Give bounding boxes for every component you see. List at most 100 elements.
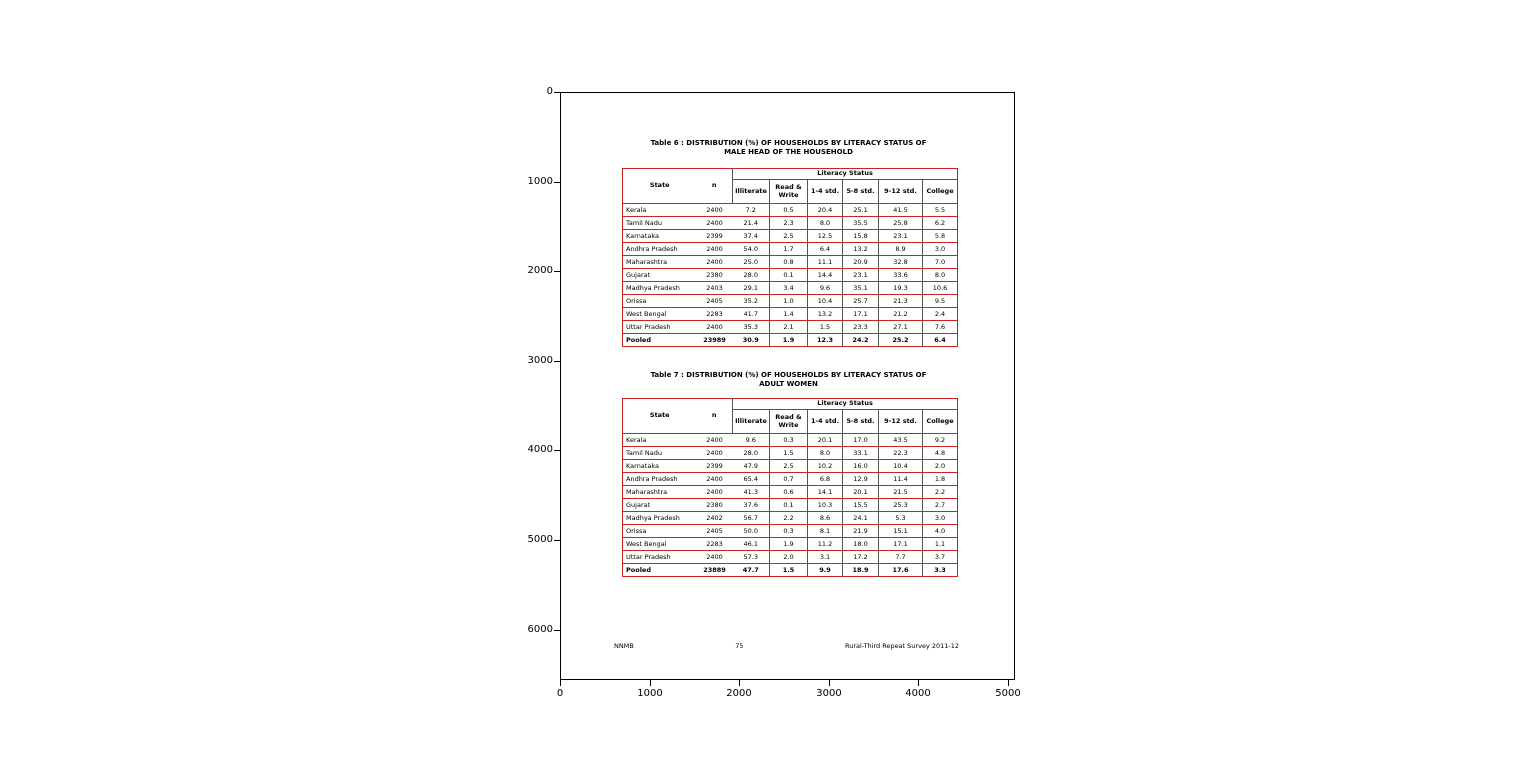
- value-cell: 9.5: [921, 294, 958, 308]
- table-row: Gujarat 2380 28.0 0.1 14.4 23.1 33.6 8.0: [622, 268, 958, 282]
- n-column-header: n: [696, 398, 733, 434]
- value-cell: 30.9: [742, 335, 759, 344]
- value-cell: 2.0: [769, 550, 808, 564]
- column-header: 9-12 std.: [878, 179, 923, 204]
- value-cell: 21.2: [878, 307, 923, 321]
- value-cell: 46.1: [732, 537, 770, 551]
- value-cell: 1.8: [921, 472, 958, 486]
- value-cell: 25.0: [732, 255, 770, 269]
- value-cell: 35.3: [732, 320, 770, 334]
- value-cell: 35.5: [842, 216, 879, 230]
- value-cell: 0.3: [769, 524, 808, 538]
- value-cell: 21.9: [842, 524, 879, 538]
- y-tick-mark: [554, 361, 560, 362]
- value-cell: 14.1: [807, 485, 843, 499]
- value-cell: 0.8: [769, 255, 808, 269]
- value-cell: 25.2: [878, 333, 923, 347]
- value-cell: 1.5: [769, 446, 808, 460]
- table-row: Andhra Pradesh 2400 65.4 0.7 6.8 12.9 11.4 1.8: [622, 472, 958, 486]
- state-cell: Andhra Pradesh: [622, 242, 697, 256]
- table-row: Uttar Pradesh 2400 35.3 2.1 1.5 23.3 27.1 7.6: [622, 320, 958, 334]
- state-column-header: State: [622, 168, 697, 204]
- value-cell: 47.9: [732, 459, 770, 473]
- value-cell: 2399: [696, 459, 733, 473]
- value-cell: 4.8: [921, 446, 958, 460]
- table-row: Karnataka 2399 47.9 2.5 10.2 16.0 10.4 2.0: [622, 459, 958, 473]
- table-row: Tamil Nadu 2400 28.0 1.5 8.0 33.1 22.3 4.8: [622, 446, 958, 460]
- value-cell: 19.3: [878, 281, 923, 295]
- value-cell: 11.4: [878, 472, 923, 486]
- value-cell: 0.3: [769, 433, 808, 447]
- state-cell: Karnataka: [622, 459, 697, 473]
- value-cell: 5.8: [921, 229, 958, 243]
- value-cell: 18.9: [842, 563, 879, 577]
- column-header: 9-12 std.: [878, 409, 923, 434]
- x-tick-label-2: 2000: [726, 688, 752, 699]
- value-cell: 2400: [696, 446, 733, 460]
- value-cell: 8.0: [807, 446, 843, 460]
- y-tick-label-5: 5000: [527, 534, 553, 545]
- value-cell: 23889: [703, 565, 726, 574]
- table6-title: Table 6 : DISTRIBUTION (%) OF HOUSEHOLDS…: [561, 139, 1016, 157]
- table7-title: Table 7 : DISTRIBUTION (%) OF HOUSEHOLDS…: [561, 371, 1016, 389]
- value-cell: 2400: [696, 216, 733, 230]
- state-cell: Madhya Pradesh: [622, 281, 697, 295]
- value-cell: 6.8: [807, 472, 843, 486]
- state-cell: West Bengal: [622, 307, 697, 321]
- value-cell: 56.7: [732, 511, 770, 525]
- value-cell: 2.7: [921, 498, 958, 512]
- state-cell: Pooled: [626, 565, 651, 574]
- table-row: Uttar Pradesh 2400 57.3 2.0 3.1 17.2 7.7 3.7: [622, 550, 958, 564]
- value-cell: 10.6: [921, 281, 958, 295]
- state-cell: Kerala: [622, 433, 697, 447]
- value-cell: 24.1: [842, 511, 879, 525]
- value-cell: 8.0: [807, 216, 843, 230]
- table7-title-line2: ADULT WOMEN: [759, 380, 818, 388]
- x-tick-label-4: 4000: [905, 688, 931, 699]
- table-row: West Bengal 2283 46.1 1.9 11.2 18.0 17.1 1.1: [622, 537, 958, 551]
- value-cell: 3.4: [769, 281, 808, 295]
- value-cell: 1.9: [769, 537, 808, 551]
- value-cell: 8.6: [807, 511, 843, 525]
- y-tick-mark: [554, 450, 560, 451]
- value-cell: 2.4: [921, 307, 958, 321]
- column-header: 5-8 std.: [842, 179, 879, 204]
- value-cell: 12.5: [807, 229, 843, 243]
- value-cell: 2.5: [769, 459, 808, 473]
- value-cell: 4.0: [921, 524, 958, 538]
- value-cell: 2.5: [769, 229, 808, 243]
- table-row: Maharashtra 2400 41.3 0.6 14.1 20.1 21.5 2.2: [622, 485, 958, 499]
- column-header: 1-4 std.: [807, 409, 843, 434]
- value-cell: 2400: [696, 550, 733, 564]
- value-cell: 1.5: [769, 563, 808, 577]
- column-header: College: [921, 179, 958, 204]
- value-cell: 20.4: [807, 203, 843, 217]
- page-footer: NNMB 75 Rural-Third Repeat Survey 2011-1…: [614, 642, 959, 650]
- value-cell: 2400: [696, 472, 733, 486]
- value-cell: 10.3: [807, 498, 843, 512]
- value-cell: 17.1: [878, 537, 923, 551]
- value-cell: 7.7: [878, 550, 923, 564]
- value-cell: 0.1: [769, 498, 808, 512]
- value-cell: 50.0: [732, 524, 770, 538]
- state-cell: Karnataka: [622, 229, 697, 243]
- value-cell: 10.4: [807, 294, 843, 308]
- x-tick-mark: [650, 680, 651, 686]
- x-tick-mark: [560, 680, 561, 686]
- state-cell: Uttar Pradesh: [622, 550, 697, 564]
- table-row: Gujarat 2380 37.6 0.1 10.3 15.5 25.3 2.7: [622, 498, 958, 512]
- value-cell: 1.4: [769, 307, 808, 321]
- x-tick-mark: [739, 680, 740, 686]
- value-cell: 23.1: [878, 229, 923, 243]
- x-tick-mark: [918, 680, 919, 686]
- value-cell: 11.2: [807, 537, 843, 551]
- literacy-table: State n Literacy Status Illiterate Read & Wr…: [622, 398, 959, 577]
- value-cell: 12.9: [842, 472, 879, 486]
- value-cell: 16.0: [842, 459, 879, 473]
- value-cell: 15.5: [842, 498, 879, 512]
- x-tick-mark: [829, 680, 830, 686]
- value-cell: 17.1: [842, 307, 879, 321]
- value-cell: 1.9: [769, 333, 808, 347]
- value-cell: 12.3: [807, 333, 843, 347]
- value-cell: 9.6: [732, 433, 770, 447]
